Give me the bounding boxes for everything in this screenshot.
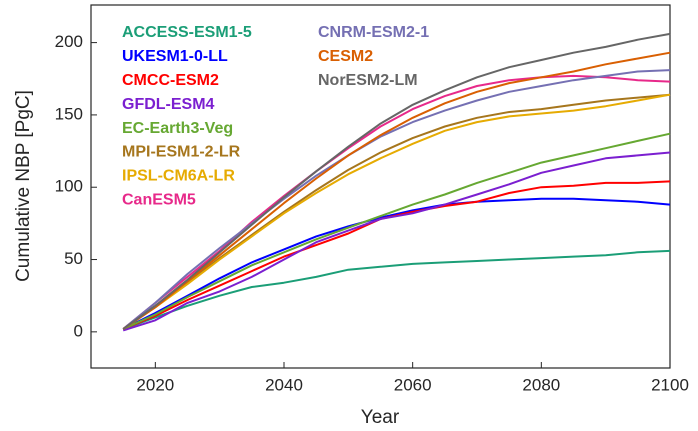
y-tick-label: 100 [55,177,83,196]
legend-entry: EC-Earth3-Veg [122,120,233,137]
legend-entry: IPSL-CM6A-LR [122,168,235,185]
y-tick-label: 150 [55,104,83,123]
series-line [122,74,671,330]
x-tick-label: 2040 [265,375,303,394]
y-tick-label: 50 [64,249,83,268]
legend-entry: GFDL-ESM4 [122,96,215,113]
y-tick-label: 0 [74,321,83,340]
x-tick-label: 2060 [394,375,432,394]
y-axis-label: Cumulative NBP [PgC] [13,90,34,282]
series-line [122,93,671,330]
x-axis-label: Year [361,407,400,428]
series-line [122,32,671,330]
x-tick-label: 2020 [136,375,174,394]
legend-entry: ACCESS-ESM1-5 [122,24,252,41]
legend-entry: CESM2 [318,48,373,65]
series-line [122,249,671,330]
legend-entry: UKESM1-0-LL [122,48,228,65]
x-tick-label: 2080 [522,375,560,394]
plot-frame [90,4,671,369]
legend-entry: MPI-ESM1-2-LR [122,144,241,161]
y-tick-label: 200 [55,32,83,51]
series-line [122,197,671,330]
series-line [122,132,671,330]
legend-entry: NorESM2-LM [318,72,418,89]
series-line [122,51,671,330]
legend-entry: CNRM-ESM2-1 [318,24,429,41]
series-line [122,69,671,330]
x-tick-label: 2100 [651,375,689,394]
legend-entry: CMCC-ESM2 [122,72,219,89]
legend-entry: CanESM5 [122,192,196,209]
series-line [122,151,671,332]
series-line [122,93,671,330]
